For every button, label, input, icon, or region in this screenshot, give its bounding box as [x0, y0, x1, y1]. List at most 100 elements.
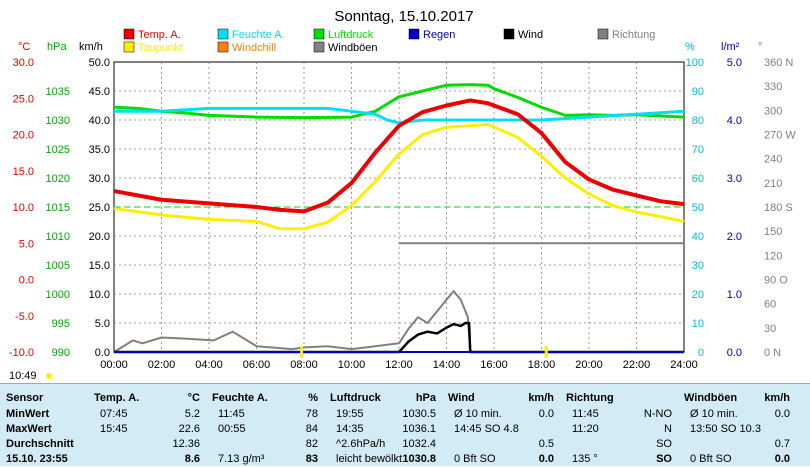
- tick-hpa: 1025: [46, 144, 70, 156]
- stats-cell-value: 0.0: [538, 453, 554, 465]
- tick-x: 22:00: [623, 359, 651, 371]
- stats-cell-value: 5.2: [184, 408, 200, 420]
- tick-x: 16:00: [480, 359, 508, 371]
- axis-unit-pct: %: [685, 41, 695, 53]
- chart-marks: [113, 83, 685, 358]
- tick-x: 00:00: [100, 359, 128, 371]
- tick-kmh: 15.0: [89, 260, 110, 272]
- legend-label: Windchill: [232, 42, 276, 54]
- stats-cell-note: 11:45: [218, 408, 245, 420]
- stats-column: Temp. A. °C 07:45 5.2 15:45 22.6 12.36 8.6: [92, 384, 204, 466]
- stats-cell-note: ^2.6hPa/h: [336, 438, 386, 450]
- tick-x: 12:00: [385, 359, 413, 371]
- tick-rain: 1.0: [727, 289, 742, 301]
- legend-swatch: [217, 28, 229, 40]
- axis-units: °C hPa km/h% l/m² °: [18, 41, 762, 53]
- tick-dir: 60: [764, 299, 776, 311]
- legend-swatch: [503, 28, 515, 40]
- tick-dir: 270 W: [764, 130, 796, 142]
- tick-hpa: 1005: [46, 260, 70, 272]
- stats-column: Wind km/h Ø 10 min. 0.0 14:45 SO 4.8 0.5 0 Bft…: [446, 384, 558, 466]
- axis-unit-dir: °: [758, 41, 762, 53]
- tick-temp: 15.0: [13, 166, 34, 178]
- tick-kmh: 10.0: [89, 289, 110, 301]
- stats-cell-note: leicht bewölkt: [336, 453, 403, 465]
- stats-cell-note: 0 Bft SO: [690, 453, 732, 465]
- legend-label: Luftdruck: [328, 29, 374, 41]
- tick-temp: 5.0: [19, 238, 34, 250]
- tick-pct: 30: [692, 260, 704, 272]
- legend-swatch: [123, 28, 135, 40]
- axis-unit-kmh: km/h: [79, 41, 103, 53]
- legend-swatch: [313, 28, 325, 40]
- tick-temp: 20.0: [13, 130, 34, 142]
- series-line-taupunkt: [113, 122, 685, 231]
- stats-cell: 0.5: [446, 438, 558, 452]
- tick-dir: 360 N: [764, 57, 793, 69]
- stats-header-unit: °C: [187, 392, 200, 404]
- stats-cell: 13:50 SO 10.3: [682, 423, 794, 437]
- tick-temp: 25.0: [13, 93, 34, 105]
- stats-cell-value: 78: [305, 408, 318, 420]
- stats-cell-value: 0.5: [538, 438, 554, 450]
- tick-pct: 80: [692, 115, 704, 127]
- row-label: Durchschnitt: [6, 438, 74, 450]
- tick-kmh: 40.0: [89, 115, 110, 127]
- stats-header-label: Temp. A.: [94, 392, 140, 404]
- stats-header-label: Feuchte A.: [212, 392, 268, 404]
- axis-ticks: 30.0 25.0 20.0 15.0 10.0 5.0 0.0 -5.0 -10.0 1035 1…: [9, 57, 796, 371]
- tick-temp: -10.0: [9, 347, 34, 359]
- tick-kmh: 50.0: [89, 57, 110, 69]
- stats-cell: Ø 10 min. 0.0: [682, 408, 794, 422]
- tick-dir: 240: [764, 154, 782, 166]
- chart-title: Sonntag, 15.10.2017: [334, 8, 473, 25]
- tick-x: 04:00: [195, 359, 223, 371]
- stats-cell-note: Ø 10 min.: [690, 408, 738, 420]
- stats-cell-note: 19:55: [336, 408, 364, 420]
- tick-dir: 300: [764, 105, 782, 117]
- tick-temp: 30.0: [13, 57, 34, 69]
- tick-kmh: 0.0: [95, 347, 110, 359]
- stats-cell: Ø 10 min. 0.0: [446, 408, 558, 422]
- stats-cell-value: 12.36: [172, 438, 200, 450]
- legend-label: Regen: [423, 29, 455, 41]
- stats-cell: ^2.6hPa/h 1032.4: [328, 438, 440, 452]
- series-line-luftdruck: [113, 83, 685, 120]
- legend-swatch: [597, 28, 609, 40]
- stats-cell-note: 11:45: [572, 408, 599, 420]
- stats-header-unit: %: [308, 392, 318, 404]
- stats-cell: 14:35 1036.1: [328, 423, 440, 437]
- tick-kmh: 45.0: [89, 86, 110, 98]
- stats-cell: 8.6: [92, 453, 204, 467]
- stats-cell-value: SO: [656, 438, 672, 450]
- stats-column: Feuchte A.% 11:45 78 00:55 84 82 7.13 g/m³ 83: [210, 384, 322, 466]
- stats-cell: 19:55 1030.5: [328, 408, 440, 422]
- tick-dir: 90 O: [764, 275, 788, 287]
- legend-label: Feuchte A.: [232, 29, 285, 41]
- tick-dir: 30: [764, 323, 776, 335]
- tick-hpa: 990: [52, 347, 70, 359]
- stats-cell: 11:20 N: [564, 423, 676, 437]
- weather-chart: Sonntag, 15.10.2017 Temp. A. Feuchte A. Lu…: [9, 8, 796, 371]
- tick-kmh: 25.0: [89, 202, 110, 214]
- tick-temp: 10.0: [13, 202, 34, 214]
- stats-column-header: Wind km/h: [446, 392, 558, 406]
- legend-label: Windböen: [328, 42, 378, 54]
- sun-icon: [45, 373, 52, 379]
- tick-pct: 0: [698, 347, 704, 359]
- stats-cell-value: 1036.1: [402, 423, 436, 435]
- tick-rain: 2.0: [727, 231, 742, 243]
- stats-cell-value: 0.7: [774, 438, 790, 450]
- tick-hpa: 995: [52, 318, 70, 330]
- stats-header-label: Luftdruck: [330, 392, 381, 404]
- tick-x: 14:00: [433, 359, 461, 371]
- stats-cell-value: 82: [305, 438, 318, 450]
- stats-cell: 0 Bft SO 0.0: [446, 453, 558, 467]
- tick-temp: -5.0: [15, 311, 34, 323]
- stats-cell-value: 84: [305, 423, 318, 435]
- tick-dir: 150: [764, 226, 782, 238]
- stats-cell: 135 ° SO: [564, 453, 676, 467]
- row-label: MaxWert: [6, 423, 52, 435]
- tick-kmh: 5.0: [95, 318, 110, 330]
- row-labels: Sensor MinWert MaxWert Durchschnitt 15.1…: [6, 384, 90, 466]
